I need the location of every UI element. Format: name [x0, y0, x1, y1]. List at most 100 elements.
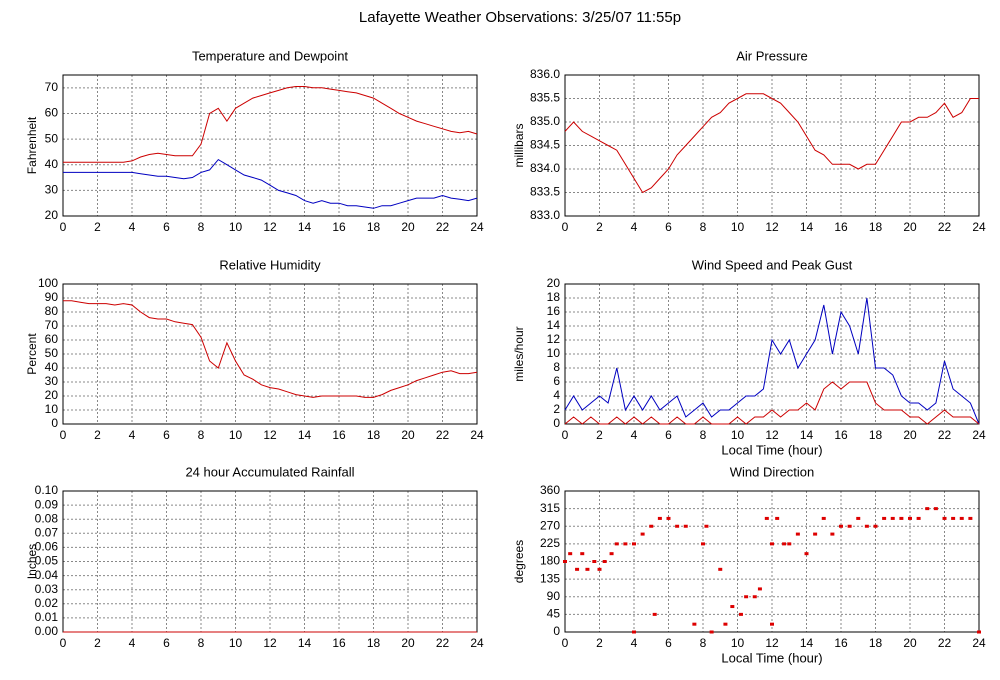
y-tick-label: 0.06 [35, 540, 59, 554]
data-point [770, 622, 774, 626]
data-point [575, 567, 580, 571]
y-axis-label: Percent [25, 333, 39, 375]
data-point [568, 552, 573, 556]
y-tick-label: 12 [547, 332, 561, 346]
data-point [821, 516, 826, 520]
x-tick-label: 8 [198, 220, 205, 234]
data-point [813, 532, 818, 536]
y-tick-label: 20 [547, 276, 561, 290]
data-point [873, 524, 878, 528]
data-point [744, 595, 749, 599]
x-tick-label: 4 [631, 428, 638, 442]
data-point [597, 567, 602, 571]
data-point [701, 542, 705, 546]
y-tick-label: 50 [45, 131, 59, 145]
x-tick-label: 14 [298, 428, 312, 442]
data-point [592, 560, 597, 563]
x-tick-label: 16 [834, 428, 848, 442]
x-axis-label: Local Time (hour) [721, 650, 822, 665]
data-point [585, 567, 590, 571]
data-point [882, 516, 887, 520]
x-tick-label: 18 [367, 220, 381, 234]
y-tick-label: 90 [547, 589, 561, 603]
x-tick-label: 8 [198, 428, 205, 442]
data-point [692, 622, 697, 626]
page-title: Lafayette Weather Observations: 3/25/07 … [359, 9, 681, 26]
data-point [942, 516, 947, 520]
y-tick-label: 0.00 [35, 624, 59, 638]
y-tick-label: 16 [547, 304, 561, 318]
data-point [764, 516, 769, 520]
x-tick-label: 2 [94, 428, 101, 442]
data-point [899, 516, 904, 520]
x-tick-label: 10 [229, 220, 243, 234]
x-tick-label: 4 [631, 636, 638, 650]
y-tick-label: 834.5 [530, 138, 560, 152]
data-line [63, 158, 478, 209]
x-tick-label: 24 [972, 636, 986, 650]
x-tick-label: 24 [470, 428, 484, 442]
data-point [675, 524, 680, 528]
x-tick-label: 8 [700, 636, 707, 650]
x-tick-label: 4 [129, 636, 136, 650]
x-axis-label: Local Time (hour) [721, 442, 822, 457]
y-tick-label: 30 [45, 183, 59, 197]
data-point [770, 542, 774, 546]
data-point [782, 542, 787, 546]
data-point [730, 605, 735, 609]
y-tick-label: 833.0 [530, 208, 560, 222]
x-tick-label: 20 [401, 220, 415, 234]
y-tick-label: 0.07 [35, 525, 59, 539]
x-tick-label: 16 [332, 636, 346, 650]
x-tick-label: 12 [263, 428, 277, 442]
y-tick-label: 8 [553, 360, 560, 374]
y-tick-label: 360 [540, 483, 560, 497]
data-point [623, 542, 628, 546]
y-axis-label: Inches [25, 544, 39, 579]
data-point [856, 516, 861, 520]
data-point [757, 587, 762, 591]
data-point [614, 542, 619, 546]
y-tick-label: 2 [553, 402, 560, 416]
y-tick-label: 45 [547, 607, 561, 621]
data-point [718, 567, 723, 571]
data-point [916, 516, 921, 520]
panel-title: Wind Direction [730, 464, 815, 479]
y-tick-label: 135 [540, 571, 560, 585]
y-axis-label: Fahrenheit [25, 116, 39, 174]
x-tick-label: 22 [938, 220, 952, 234]
y-tick-label: 6 [553, 374, 560, 388]
y-tick-label: 0.03 [35, 582, 59, 596]
x-tick-label: 12 [765, 428, 779, 442]
y-tick-label: 50 [45, 346, 59, 360]
x-tick-label: 12 [263, 636, 277, 650]
x-tick-label: 24 [470, 636, 484, 650]
x-tick-label: 24 [972, 220, 986, 234]
y-tick-label: 834.0 [530, 161, 560, 175]
y-tick-label: 0 [553, 416, 560, 430]
y-tick-label: 30 [45, 374, 59, 388]
data-point [847, 524, 852, 528]
plot-frame [62, 283, 478, 425]
y-tick-label: 60 [45, 332, 59, 346]
y-axis-label: degrees [512, 540, 526, 583]
data-point [723, 622, 728, 626]
data-point [890, 516, 895, 520]
y-tick-label: 0.01 [35, 610, 59, 624]
x-tick-label: 10 [731, 220, 745, 234]
y-tick-label: 835.0 [530, 114, 560, 128]
data-point [959, 516, 964, 520]
x-tick-label: 10 [229, 636, 243, 650]
data-point [738, 612, 743, 616]
x-tick-label: 14 [800, 428, 814, 442]
data-point [787, 542, 792, 546]
x-tick-label: 18 [869, 636, 883, 650]
x-tick-label: 14 [800, 636, 814, 650]
x-tick-label: 10 [229, 428, 243, 442]
data-point [804, 552, 809, 556]
y-tick-label: 0 [51, 416, 58, 430]
y-tick-label: 835.5 [530, 91, 560, 105]
data-point [580, 552, 585, 556]
x-tick-label: 0 [562, 428, 569, 442]
